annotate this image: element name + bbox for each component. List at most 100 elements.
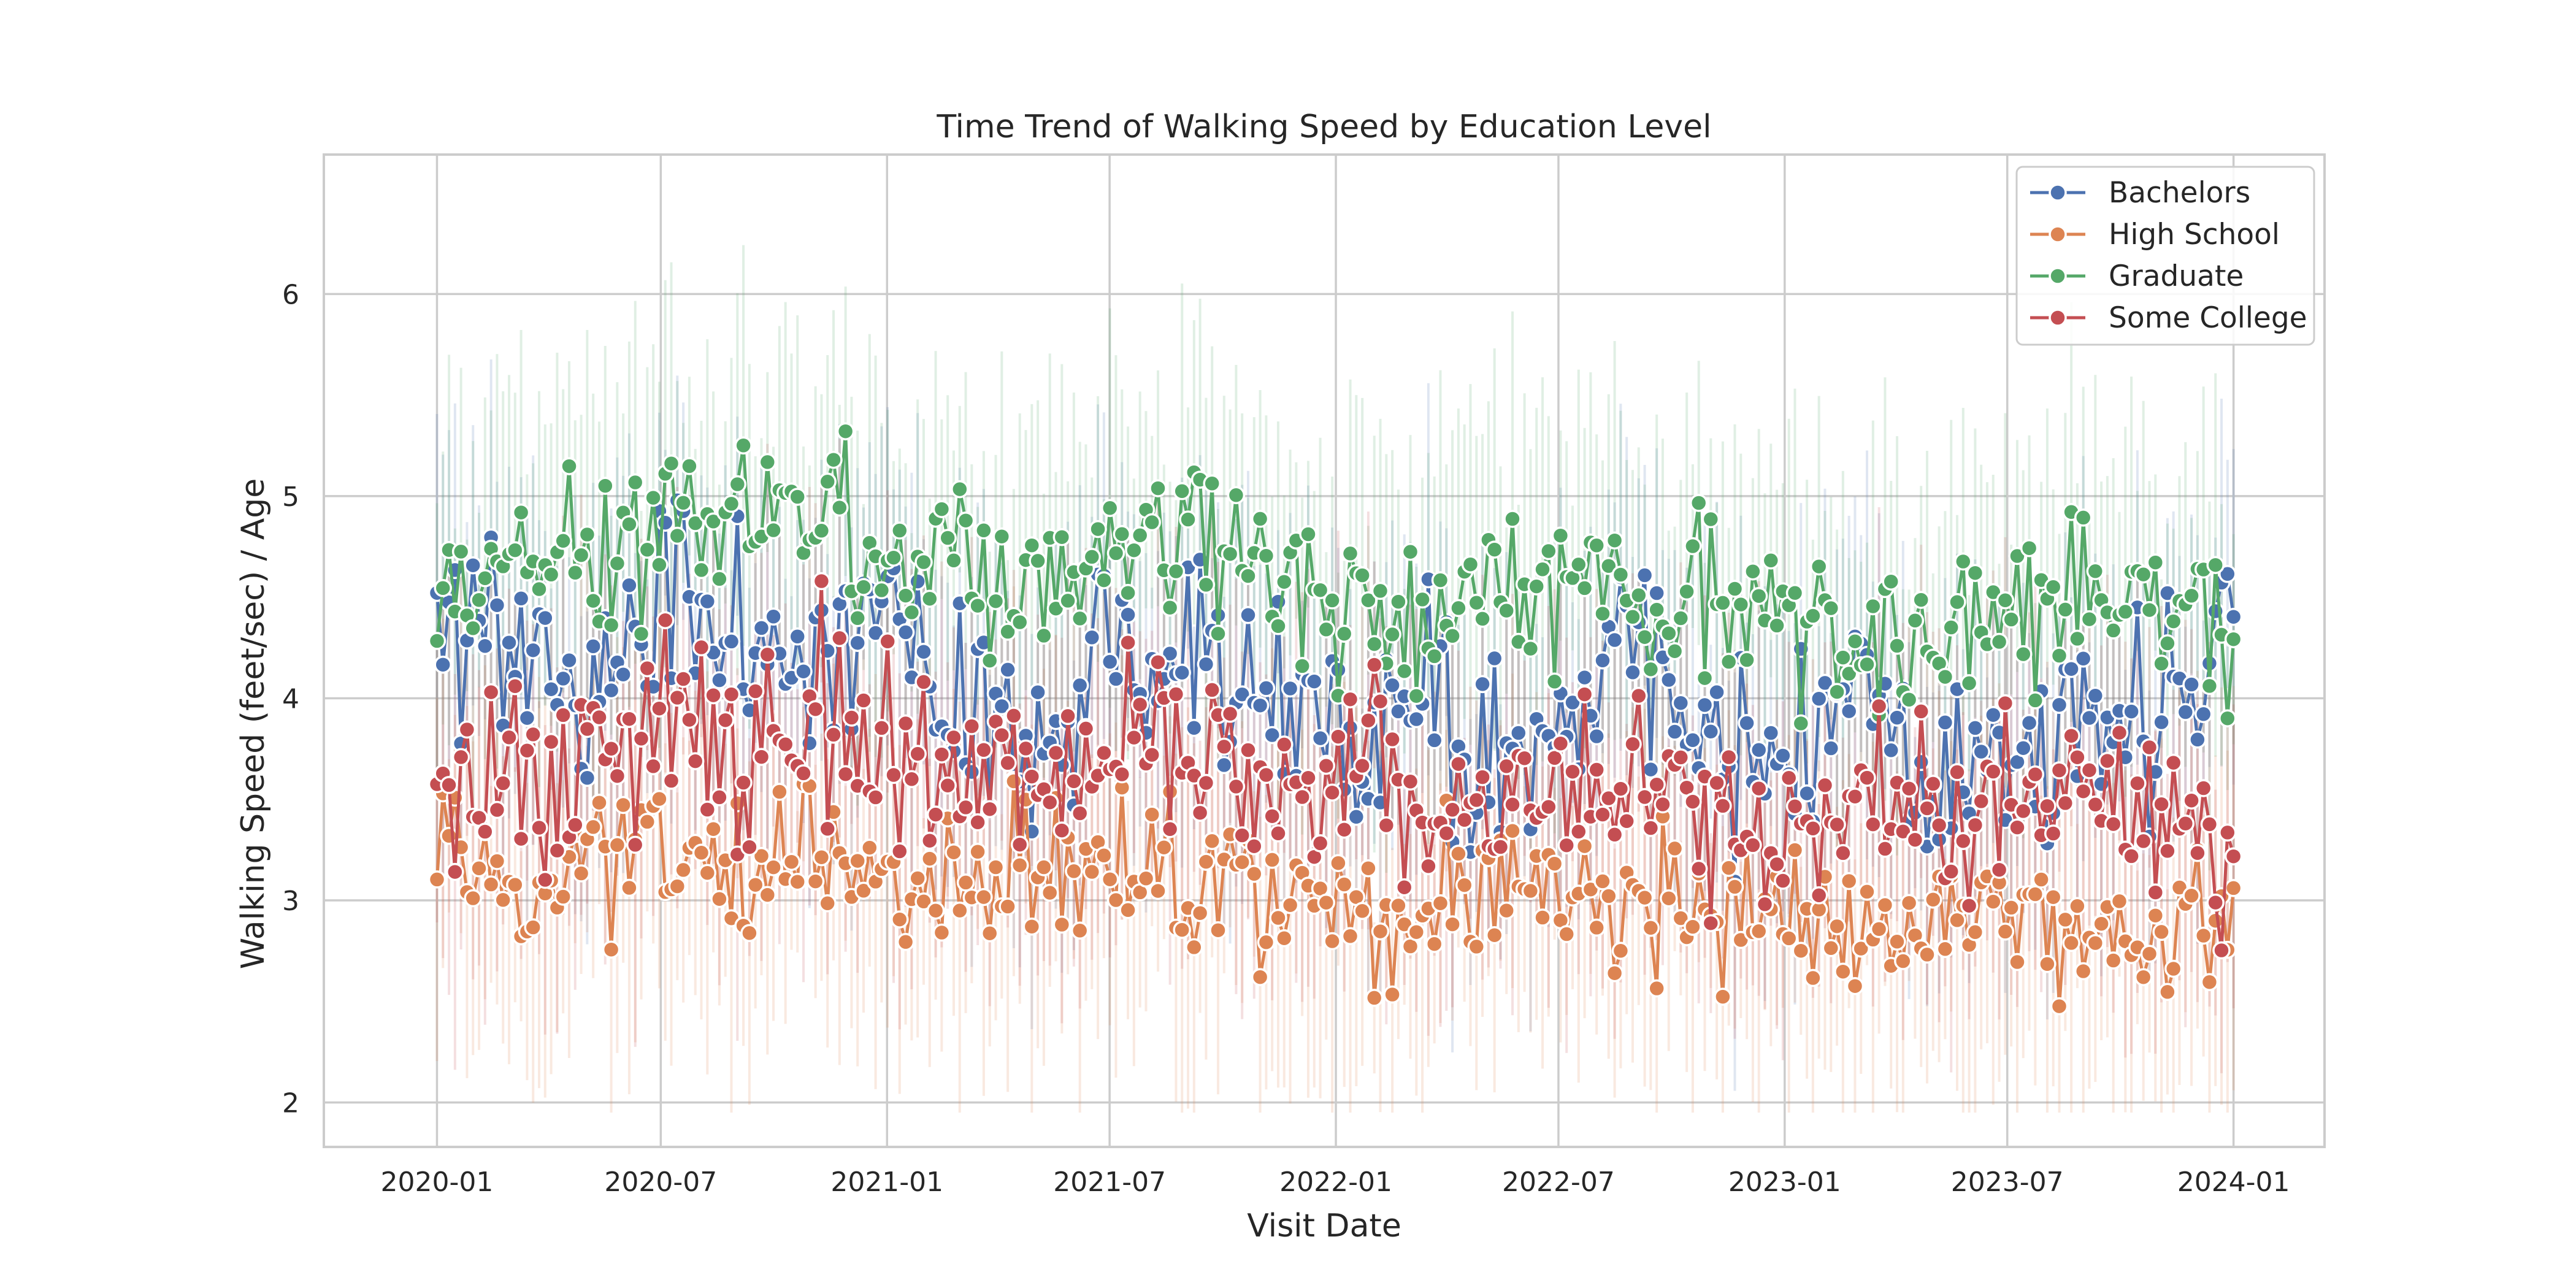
data-point	[1190, 903, 1209, 922]
data-point	[1744, 562, 1762, 581]
data-point	[1245, 865, 1263, 883]
data-point	[1185, 719, 1203, 737]
data-point	[1918, 799, 1936, 818]
data-point	[1185, 938, 1203, 957]
data-point	[1106, 544, 1125, 562]
data-point	[2140, 600, 2159, 619]
data-point	[1113, 765, 1132, 784]
data-point	[2080, 761, 2099, 780]
data-point	[926, 901, 945, 920]
data-point	[1623, 608, 1642, 626]
data-point	[1016, 739, 1035, 758]
data-point	[2074, 508, 2093, 527]
data-point	[722, 632, 741, 651]
plot-frame	[323, 153, 2326, 1148]
data-point	[1924, 891, 1942, 909]
data-point	[2014, 645, 2033, 664]
data-point	[2206, 911, 2225, 930]
data-point	[1329, 727, 1347, 746]
data-point	[878, 632, 897, 651]
data-point	[764, 858, 783, 876]
data-point	[1876, 895, 1895, 914]
data-point	[1467, 791, 1486, 810]
data-point	[1689, 859, 1708, 878]
data-point	[1119, 583, 1137, 602]
data-point	[451, 542, 470, 561]
data-point	[975, 887, 993, 907]
data-point	[921, 849, 939, 868]
data-point	[999, 897, 1017, 916]
data-point	[1684, 918, 1702, 936]
data-point	[1839, 872, 1858, 891]
data-point	[476, 637, 494, 656]
data-point	[1708, 773, 1726, 792]
data-point	[470, 591, 488, 610]
data-point	[1684, 792, 1702, 811]
data-point	[1545, 672, 1564, 691]
data-point	[1257, 546, 1276, 565]
data-point	[1575, 685, 1594, 703]
data-point	[1022, 767, 1041, 786]
data-point	[2110, 892, 2129, 911]
data-point	[566, 816, 585, 834]
data-point	[1160, 598, 1179, 617]
data-point	[1719, 859, 1738, 877]
data-point	[1143, 513, 1161, 532]
data-point	[464, 619, 482, 638]
data-point	[1227, 777, 1246, 796]
data-point	[734, 773, 753, 792]
data-point	[2218, 823, 2237, 842]
data-point	[2026, 765, 2045, 784]
data-point	[524, 641, 542, 659]
data-point	[1617, 812, 1636, 830]
data-point	[2086, 686, 2105, 705]
data-point	[1233, 826, 1251, 845]
data-point	[614, 665, 632, 684]
data-point	[1149, 653, 1167, 672]
data-point	[962, 717, 981, 735]
data-point	[1828, 815, 1846, 834]
x-tick-label: 2020-01	[381, 1167, 494, 1198]
data-point	[758, 645, 777, 664]
data-point	[1869, 920, 1888, 938]
data-point	[1936, 667, 1955, 686]
data-point	[728, 475, 747, 494]
data-point	[1317, 893, 1336, 912]
data-point	[1353, 566, 1371, 585]
data-point	[500, 728, 518, 747]
data-point	[1155, 838, 1173, 857]
data-point	[1864, 597, 1882, 616]
data-point	[1749, 922, 1768, 941]
data-point	[1257, 765, 1276, 784]
data-point	[2224, 607, 2243, 626]
data-point	[2224, 847, 2243, 865]
data-point	[1888, 637, 1906, 655]
data-point	[956, 873, 975, 892]
data-point	[1190, 803, 1209, 822]
data-point	[956, 511, 975, 530]
data-point	[1587, 918, 1606, 937]
legend-label: Bachelors	[2109, 176, 2250, 210]
data-point	[968, 813, 987, 832]
data-point	[1203, 681, 1221, 699]
data-point	[1443, 915, 1462, 933]
data-point	[1647, 600, 1666, 619]
data-point	[1365, 989, 1384, 1007]
data-point	[1647, 584, 1666, 602]
data-point	[1425, 647, 1444, 665]
data-point	[518, 708, 537, 727]
data-point	[1005, 707, 1023, 725]
data-point	[1936, 713, 1955, 732]
data-point	[1467, 937, 1486, 956]
data-point	[1353, 756, 1371, 775]
data-point	[1654, 795, 1672, 814]
data-point	[1281, 895, 1300, 914]
data-point	[1570, 555, 1588, 574]
data-point	[1966, 564, 1985, 582]
data-point	[2218, 709, 2237, 727]
data-point	[1046, 743, 1065, 762]
data-point	[752, 619, 771, 637]
data-point	[2122, 702, 2141, 721]
data-point	[1557, 836, 1576, 854]
